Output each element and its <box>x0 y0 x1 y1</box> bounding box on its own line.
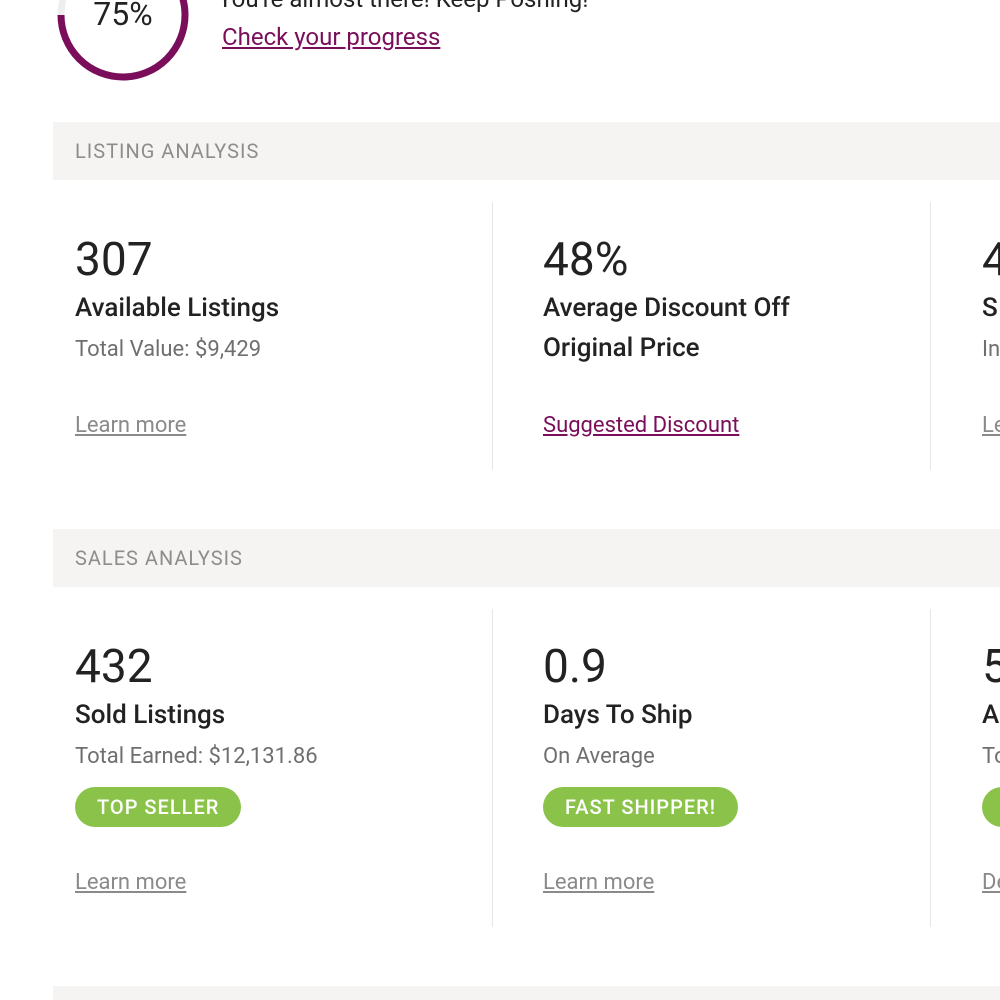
column-divider <box>930 609 931 927</box>
stat-card: 4 S In Le <box>982 202 1000 470</box>
badge: FAST SHIPPER! <box>543 787 739 827</box>
stat-card: 5 A To De <box>982 609 1000 927</box>
stat-card: 0.9 Days To Ship On Average FAST SHIPPER! Le… <box>543 609 943 927</box>
check-progress-link[interactable]: Check your progress <box>222 23 441 51</box>
learn-link[interactable]: Le <box>982 413 1000 438</box>
section-band: LISTING ANALYSIS <box>53 122 1000 180</box>
stat-value: 5 <box>982 640 1000 694</box>
learn-link[interactable]: Learn more <box>75 413 187 438</box>
section-title: SALES ANALYSIS <box>75 546 243 570</box>
progress-ring <box>57 0 189 81</box>
learn-link[interactable]: De <box>982 870 1000 895</box>
column-divider <box>930 202 931 470</box>
learn-link[interactable]: Learn more <box>543 870 655 895</box>
progress-arc <box>57 0 189 81</box>
stat-detail: Total Value: $9,429 <box>75 337 262 362</box>
stat-title: Days To Ship <box>543 700 693 730</box>
stat-title: S <box>982 293 998 323</box>
stat-value: 432 <box>75 640 153 694</box>
stat-value: 0.9 <box>543 640 607 694</box>
stat-title: Available Listings <box>75 293 280 323</box>
stat-card: 48% Average Discount Off Original Price Su… <box>543 202 943 470</box>
badge <box>982 787 1000 827</box>
stat-card: 307 Available Listings Total Value: $9,429… <box>75 202 475 470</box>
stat-value: 307 <box>75 233 153 287</box>
column-divider <box>492 202 493 470</box>
learn-link[interactable]: Learn more <box>75 870 187 895</box>
section-title: LISTING ANALYSIS <box>75 139 260 163</box>
section-band <box>53 986 1000 1000</box>
stat-detail: Total Earned: $12,131.86 <box>75 744 318 769</box>
badge: TOP SELLER <box>75 787 242 827</box>
stat-value: 4 <box>982 233 1000 287</box>
stat-card: 432 Sold Listings Total Earned: $12,131.86… <box>75 609 475 927</box>
stat-detail: On Average <box>543 744 655 769</box>
stat-detail: To <box>982 744 1000 769</box>
stat-title: Average Discount Off Original Price <box>543 293 790 363</box>
header-message: You're almost there! Keep Poshing! <box>218 0 588 14</box>
stat-detail: In <box>982 337 1000 362</box>
stat-title: A <box>982 700 1000 730</box>
section-band: SALES ANALYSIS <box>53 529 1000 587</box>
learn-link[interactable]: Suggested Discount <box>543 413 740 438</box>
stat-value: 48% <box>543 233 629 287</box>
progress-label: 75% <box>93 0 153 33</box>
column-divider <box>492 609 493 927</box>
stat-title: Sold Listings <box>75 700 226 730</box>
